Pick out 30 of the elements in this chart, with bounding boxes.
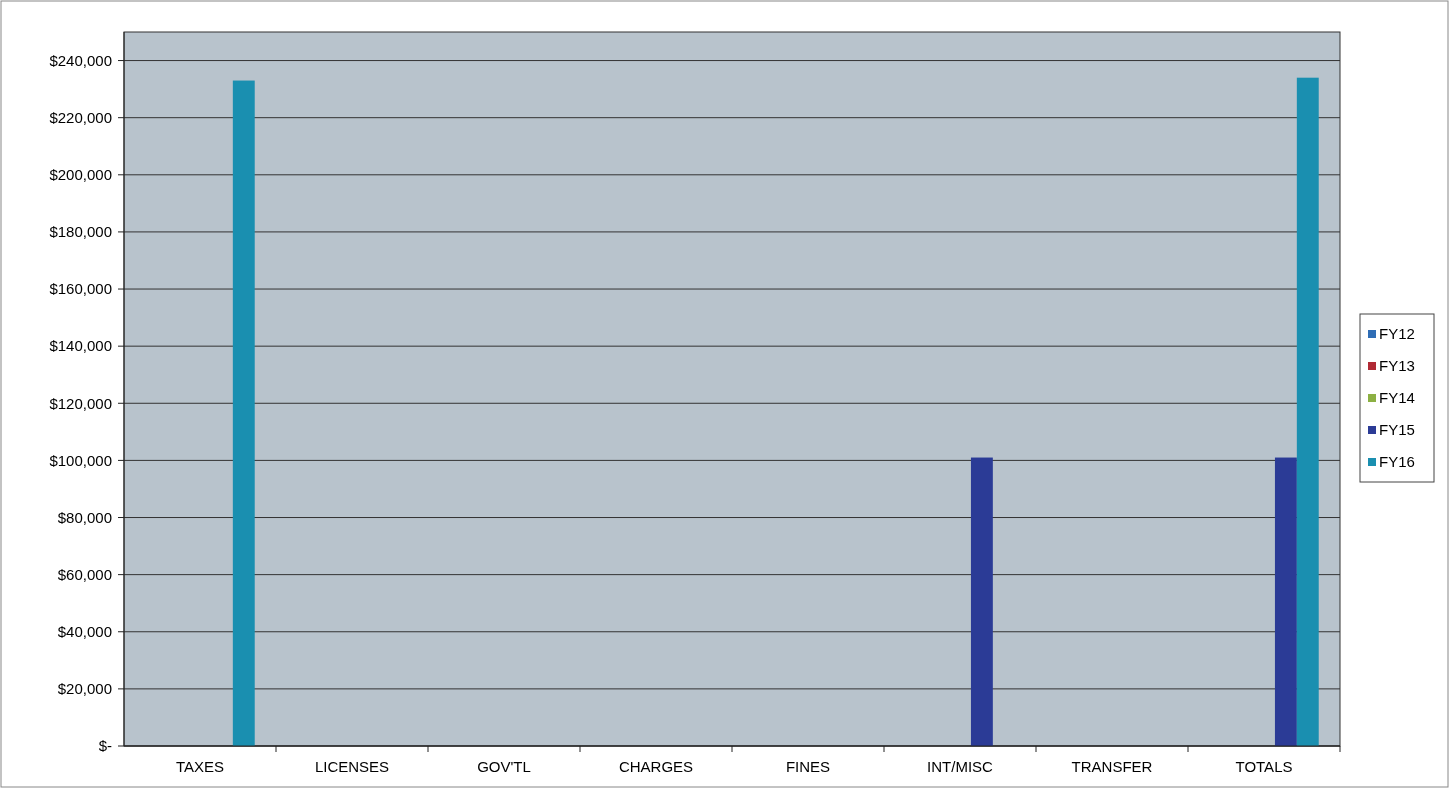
legend-label: FY15: [1379, 421, 1415, 439]
x-tick-label: INT/MISC: [927, 758, 994, 775]
legend-label: FY16: [1379, 453, 1415, 471]
y-tick-label: $240,000: [49, 51, 112, 69]
x-tick-label: CHARGES: [618, 758, 694, 775]
legend-label: FY12: [1379, 325, 1415, 343]
y-tick-label: $140,000: [49, 337, 112, 355]
bar: [232, 80, 255, 746]
y-tick-label: $160,000: [49, 280, 112, 298]
y-tick-label: $200,000: [49, 166, 112, 184]
legend-label: FY14: [1379, 389, 1415, 407]
y-tick-label: $-: [98, 737, 112, 755]
y-tick-label: $60,000: [57, 565, 112, 583]
x-tick-label: TRANSFER: [1071, 758, 1153, 775]
x-tick-label: TOTALS: [1235, 758, 1293, 775]
x-tick-label: TAXES: [175, 758, 225, 775]
bar: [970, 457, 993, 746]
y-tick-label: $40,000: [57, 623, 112, 641]
bar: [1296, 77, 1319, 746]
x-tick-label: FINES: [785, 758, 831, 775]
y-tick-label: $100,000: [49, 451, 112, 469]
bar: [1274, 457, 1297, 746]
x-tick-label: LICENSES: [314, 758, 390, 775]
y-tick-label: $220,000: [49, 108, 112, 126]
y-tick-label: $20,000: [57, 680, 112, 698]
x-tick-label: GOV'TL: [477, 758, 531, 775]
y-tick-label: $180,000: [49, 223, 112, 241]
y-tick-label: $80,000: [57, 508, 112, 526]
y-tick-label: $120,000: [49, 394, 112, 412]
legend-label: FY13: [1379, 357, 1415, 375]
